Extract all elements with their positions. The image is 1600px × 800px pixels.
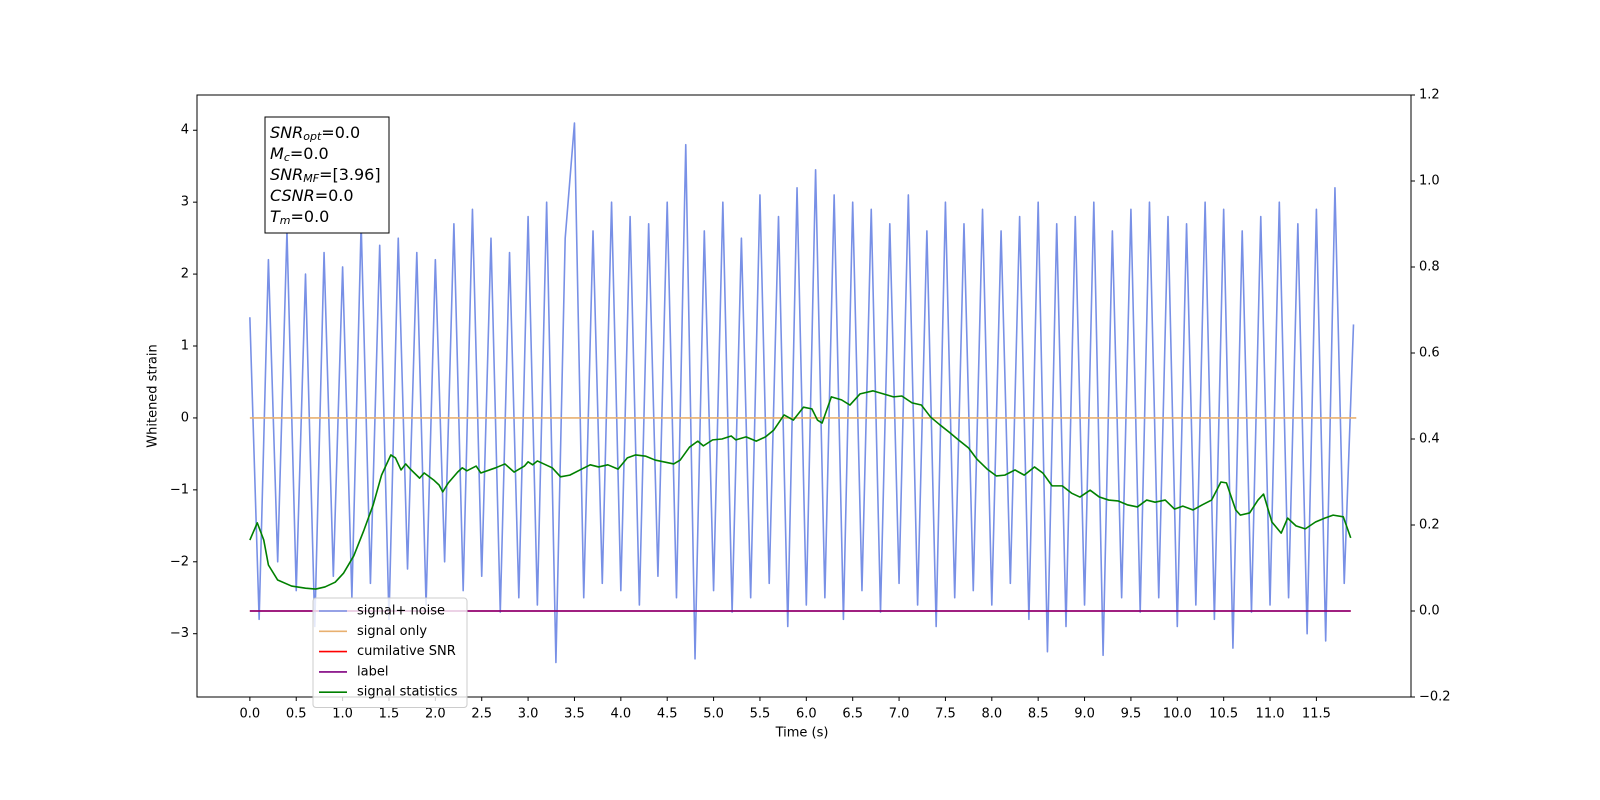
x-tick-label: 4.0 [610, 707, 631, 722]
stats-box-frame [264, 116, 390, 234]
stats-line: Tm=0.0 [270, 207, 329, 228]
x-tick-label: 4.5 [657, 707, 678, 722]
x-tick-label: 6.0 [796, 707, 817, 722]
y2-tick-label: 0.8 [1419, 260, 1440, 275]
x-tick-label: 2.0 [425, 707, 446, 722]
x-tick-label: 5.5 [750, 707, 771, 722]
stats-line: SNRMF=[3.96] [270, 165, 381, 186]
x-tick-label: 3.5 [564, 707, 585, 722]
x-tick-label: 7.5 [935, 707, 956, 722]
y2-tick-label: 0.6 [1419, 346, 1440, 361]
x-tick-label: 0.0 [240, 707, 261, 722]
y-tick-label: 1 [181, 339, 189, 354]
legend-label: signal+ noise [357, 604, 445, 619]
stats-line: CSNR=0.0 [270, 186, 354, 205]
legend-label: label [357, 664, 388, 679]
stats-value: =0.0 [290, 144, 329, 163]
x-tick-label: 0.5 [286, 707, 307, 722]
y-tick-label: −2 [170, 554, 189, 569]
x-tick-label: 1.0 [332, 707, 353, 722]
stats-subscript: opt [303, 130, 322, 143]
axes-frame [196, 94, 1412, 698]
x-tick-label: 8.5 [1028, 707, 1049, 722]
y-tick-label: 3 [181, 195, 189, 210]
y-tick-label: −1 [170, 482, 189, 497]
stats-symbol: CSNR [270, 186, 315, 205]
y2-tick-label: 0.0 [1419, 604, 1440, 619]
x-tick-label: 1.5 [379, 707, 400, 722]
stats-line: Mc=0.0 [270, 144, 329, 165]
x-tick-label: 10.5 [1209, 707, 1238, 722]
x-axis-label: Time (s) [775, 726, 829, 741]
y2-tick-label: 0.4 [1419, 432, 1440, 447]
legend-label: signal statistics [357, 685, 458, 700]
x-tick-label: 6.5 [842, 707, 863, 722]
series-line [249, 122, 1355, 664]
stats-box: SNRopt=0.0Mc=0.0SNRMF=[3.96]CSNR=0.0Tm=0… [264, 116, 390, 234]
stats-symbol: M [270, 144, 284, 163]
x-tick-label: 11.5 [1302, 707, 1331, 722]
y-tick-label: 0 [181, 410, 189, 425]
y2-tick-label: 0.2 [1419, 518, 1440, 533]
stats-subscript: m [280, 214, 291, 227]
x-tick-label: 8.0 [981, 707, 1002, 722]
stats-symbol: SNR [270, 123, 303, 142]
series-line [249, 390, 1352, 590]
y-tick-label: 4 [181, 123, 189, 138]
y2-tick-label: −0.2 [1419, 690, 1451, 705]
stats-symbol: SNR [270, 165, 303, 184]
y2-tick-label: 1.0 [1419, 174, 1440, 189]
x-tick-label: 3.0 [518, 707, 539, 722]
x-tick-label: 7.0 [889, 707, 910, 722]
y-axis-label: Whitened strain [146, 344, 161, 447]
x-tick-label: 5.0 [703, 707, 724, 722]
legend-label: cumilative SNR [357, 644, 456, 659]
legend-label: signal only [357, 624, 427, 639]
x-tick-label: 9.0 [1074, 707, 1095, 722]
y-tick-label: −3 [170, 626, 189, 641]
x-tick-label: 11.0 [1256, 707, 1285, 722]
legend: signal+ noise signal only cumilative SNR la… [312, 597, 468, 708]
stats-symbol: T [270, 207, 281, 226]
x-tick-label: 10.0 [1163, 707, 1192, 722]
stats-line: SNRopt=0.0 [270, 123, 360, 144]
stats-value: =0.0 [321, 123, 360, 142]
stats-value: =0.0 [291, 207, 330, 226]
legend-frame [312, 597, 468, 708]
y2-tick-label: 1.2 [1419, 88, 1440, 103]
stats-subscript: MF [303, 172, 319, 185]
x-tick-label: 9.5 [1121, 707, 1142, 722]
x-tick-label: 2.5 [471, 707, 492, 722]
stats-value: =[3.96] [319, 165, 381, 184]
y-tick-label: 2 [181, 267, 189, 282]
stats-subscript: c [284, 151, 290, 164]
stats-value: =0.0 [315, 186, 354, 205]
